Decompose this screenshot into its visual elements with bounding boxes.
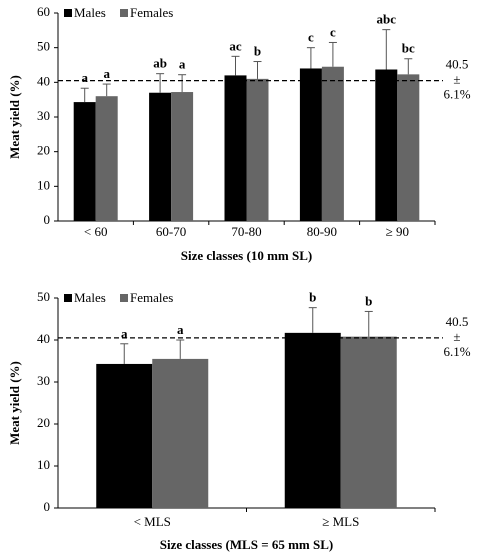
bar: [375, 69, 398, 221]
y-tick-label: 30: [37, 373, 50, 388]
significance-letter: a: [121, 326, 128, 341]
reference-label: 6.1%: [443, 344, 470, 359]
reference-label: ±: [453, 72, 460, 87]
significance-letter: ac: [229, 38, 242, 53]
significance-letter: ab: [153, 56, 167, 71]
y-tick-label: 20: [37, 415, 50, 430]
reference-label: 40.5: [446, 57, 469, 72]
y-tick-label: 10: [37, 457, 50, 472]
bar: [397, 74, 420, 221]
bar: [73, 102, 96, 221]
y-tick-label: 40: [37, 331, 50, 346]
bar: [284, 332, 341, 508]
x-tick-label: ≥ MLS: [322, 514, 359, 529]
bar: [96, 363, 153, 508]
y-axis-label: Meat yield (%): [7, 361, 22, 445]
legend-label: Males: [74, 290, 106, 305]
significance-letter: bc: [402, 41, 415, 56]
bar: [149, 92, 172, 221]
legend-swatch: [120, 9, 128, 17]
significance-letter: a: [177, 322, 184, 337]
legend-label: Males: [74, 5, 106, 20]
significance-letter: a: [103, 66, 110, 81]
bar: [224, 75, 247, 222]
significance-letter: abc: [377, 12, 397, 27]
bar: [340, 336, 397, 508]
legend-swatch: [64, 294, 72, 302]
bar: [95, 96, 118, 221]
x-axis-label: Size classes (10 mm SL): [181, 248, 312, 263]
bar: [152, 358, 209, 508]
reference-label: 40.5: [446, 314, 469, 329]
y-tick-label: 30: [37, 108, 50, 123]
y-tick-label: 0: [44, 212, 51, 227]
significance-letter: c: [308, 30, 314, 45]
legend-label: Females: [130, 290, 173, 305]
x-tick-label: 70-80: [231, 224, 261, 239]
x-tick-label: < 60: [84, 224, 108, 239]
significance-letter: b: [365, 293, 372, 308]
reference-label: ±: [453, 329, 460, 344]
bar: [321, 66, 344, 221]
significance-letter: a: [179, 57, 186, 72]
y-tick-label: 0: [44, 499, 51, 514]
y-tick-label: 40: [37, 73, 50, 88]
bar: [171, 92, 194, 221]
y-tick-label: 10: [37, 177, 50, 192]
legend-swatch: [64, 9, 72, 17]
y-tick-label: 50: [37, 39, 50, 54]
x-tick-label: < MLS: [134, 514, 171, 529]
bar: [246, 78, 269, 221]
reference-label: 6.1%: [443, 87, 470, 102]
significance-letter: b: [309, 290, 316, 305]
bar: [299, 68, 322, 221]
legend-label: Females: [130, 5, 173, 20]
y-tick-label: 50: [37, 289, 50, 304]
y-tick-label: 60: [37, 4, 50, 19]
y-axis-label: Meat yield (%): [7, 75, 22, 159]
x-tick-label: 80-90: [307, 224, 337, 239]
x-tick-label: ≥ 90: [386, 224, 409, 239]
x-axis-label: Size classes (MLS = 65 mm SL): [160, 537, 334, 552]
significance-letter: c: [330, 24, 336, 39]
significance-letter: b: [254, 44, 261, 59]
x-tick-label: 60-70: [156, 224, 186, 239]
legend-swatch: [120, 294, 128, 302]
y-tick-label: 20: [37, 143, 50, 158]
significance-letter: a: [81, 70, 88, 85]
